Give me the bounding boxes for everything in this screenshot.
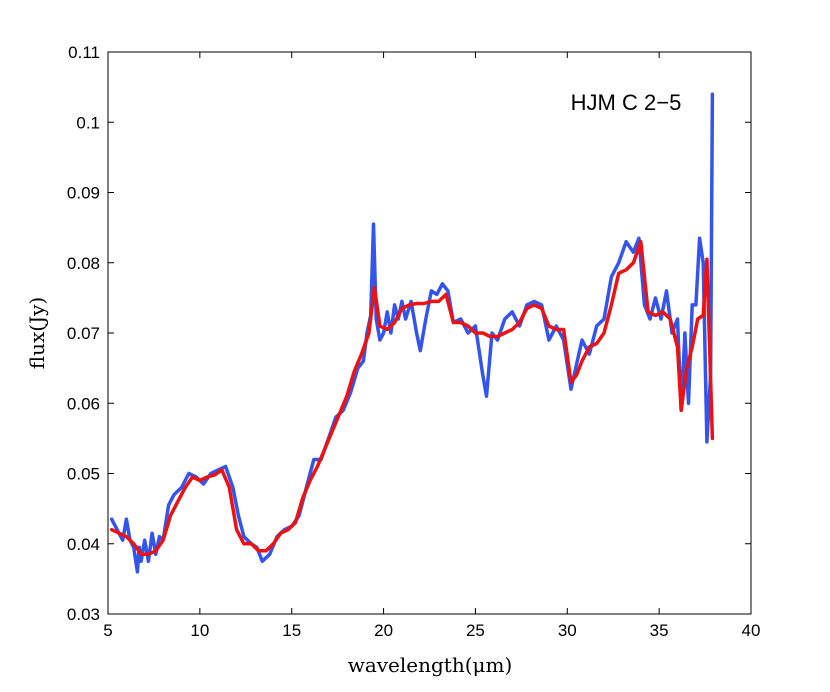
y-axis-title: flux(Jy) [25, 297, 49, 369]
y-tick-label: 0.08 [67, 254, 100, 273]
x-tick-label: 20 [374, 621, 393, 640]
x-tick-label: 10 [190, 621, 209, 640]
x-tick-label: 35 [650, 621, 669, 640]
y-tick-label: 0.04 [67, 535, 100, 554]
x-axis: 5 10 15 20 25 30 35 40 [103, 52, 760, 640]
x-axis-title: wavelength(μm) [348, 653, 513, 677]
model-spectrum-line [109, 239, 715, 557]
x-tick-label: 5 [103, 621, 112, 640]
y-tick-label: 0.07 [67, 324, 100, 343]
y-tick-label: 0.09 [67, 184, 100, 203]
spectrum-annotation: HJM C 2−5 [571, 90, 682, 115]
y-tick-label: 0.05 [67, 465, 100, 484]
plot-area [107, 51, 752, 615]
x-tick-label: 25 [466, 621, 485, 640]
y-tick-label: 0.03 [67, 605, 100, 624]
y-tick-label: 0.1 [76, 113, 100, 132]
series-layer [109, 92, 715, 574]
x-tick-label: 40 [742, 621, 761, 640]
y-tick-label: 0.11 [68, 43, 100, 62]
y-axis: 0.03 0.04 0.05 0.06 0.07 0.08 0.09 0.1 0.11 [67, 43, 751, 624]
x-tick-label: 15 [282, 621, 301, 640]
x-tick-label: 30 [558, 621, 577, 640]
y-tick-label: 0.06 [67, 394, 100, 413]
